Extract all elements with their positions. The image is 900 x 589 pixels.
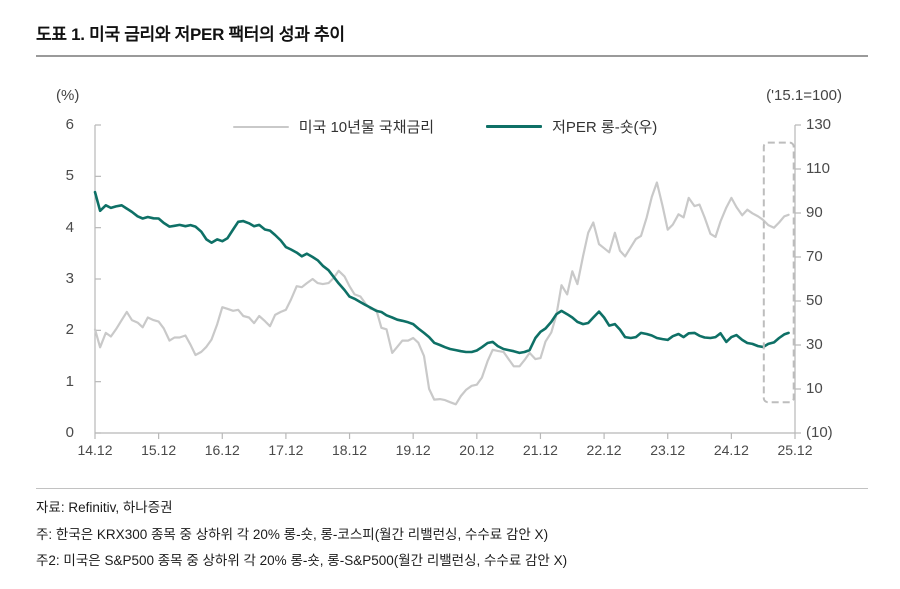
x-tick-label: 21.12 <box>522 442 558 458</box>
legend-label: 미국 10년물 국채금리 <box>298 119 435 136</box>
x-tick-label: 16.12 <box>204 442 240 458</box>
line-us-10y-yield <box>93 181 790 406</box>
y-right-tick-label: 50 <box>806 292 823 309</box>
x-tick-label: 20.12 <box>459 442 495 458</box>
y-right-tick-label: 130 <box>806 116 832 133</box>
y-right-tick-label: 110 <box>806 160 830 177</box>
title-rule <box>36 55 868 57</box>
x-tick-label: 19.12 <box>395 442 431 458</box>
line-low-per-long-short <box>93 190 790 355</box>
footer-divider <box>36 488 868 489</box>
x-tick-label: 18.12 <box>332 442 368 458</box>
legend-label: 저PER 롱-숏(우) <box>552 119 658 136</box>
right-axis-unit-label: ('15.1=100) <box>766 87 842 104</box>
y-left-tick-label: 3 <box>65 270 74 287</box>
x-tick-label: 15.12 <box>141 442 177 458</box>
source-note: 자료: Refinitiv, 하나증권 <box>36 500 173 515</box>
y-right-tick-label: 70 <box>806 248 823 265</box>
y-right-tick-label: 90 <box>806 204 823 221</box>
y-right-tick-label: (10) <box>806 424 833 441</box>
y-left-tick-label: 5 <box>65 167 74 185</box>
footnote-1: 주: 한국은 KRX300 종목 중 상하위 각 20% 롱-숏, 롱-코스피(… <box>36 526 549 542</box>
legend-swatch-line-low-per-long-short <box>486 125 543 128</box>
highlight-box <box>762 141 795 404</box>
y-right-tick-label: 30 <box>806 336 823 353</box>
legend-item-line-low-per-long-short: 저PER 롱-숏(우) <box>486 116 657 137</box>
legend: 미국 10년물 국채금리 저PER 롱-숏(우) <box>95 116 795 137</box>
footnote-2: 주2: 미국은 S&P500 종목 중 상하위 각 20% 롱-숏, 롱-S&P… <box>36 553 568 568</box>
x-tick-label: 25.12 <box>777 442 813 458</box>
x-tick-label: 24.12 <box>713 442 749 458</box>
legend-swatch-line-us-10y-yield <box>232 125 289 128</box>
footnotes: 자료: Refinitiv, 하나증권 주: 한국은 KRX300 종목 중 상… <box>36 495 567 575</box>
page-title: 도표 1. 미국 금리와 저PER 팩터의 성과 추이 <box>36 25 345 44</box>
y-left-tick-label: 1 <box>65 372 74 390</box>
x-tick-label: 22.12 <box>586 442 622 458</box>
y-left-tick-label: 6 <box>65 116 74 133</box>
legend-item-line-us-10y-yield: 미국 10년물 국채금리 <box>232 116 435 137</box>
x-tick-label: 23.12 <box>650 442 686 458</box>
y-left-tick-label: 2 <box>65 321 74 339</box>
x-tick-label: 17.12 <box>268 442 304 458</box>
y-left-tick-label: 4 <box>65 218 74 236</box>
y-left-tick-label: 0 <box>65 424 74 441</box>
x-tick-label: 14.12 <box>77 442 113 458</box>
y-right-tick-label: 10 <box>806 380 823 397</box>
left-axis-unit-label: (%) <box>56 87 80 104</box>
